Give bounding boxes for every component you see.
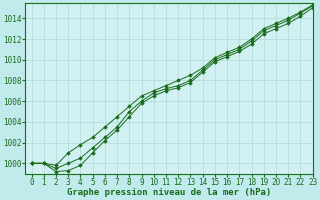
X-axis label: Graphe pression niveau de la mer (hPa): Graphe pression niveau de la mer (hPa) xyxy=(67,188,271,197)
